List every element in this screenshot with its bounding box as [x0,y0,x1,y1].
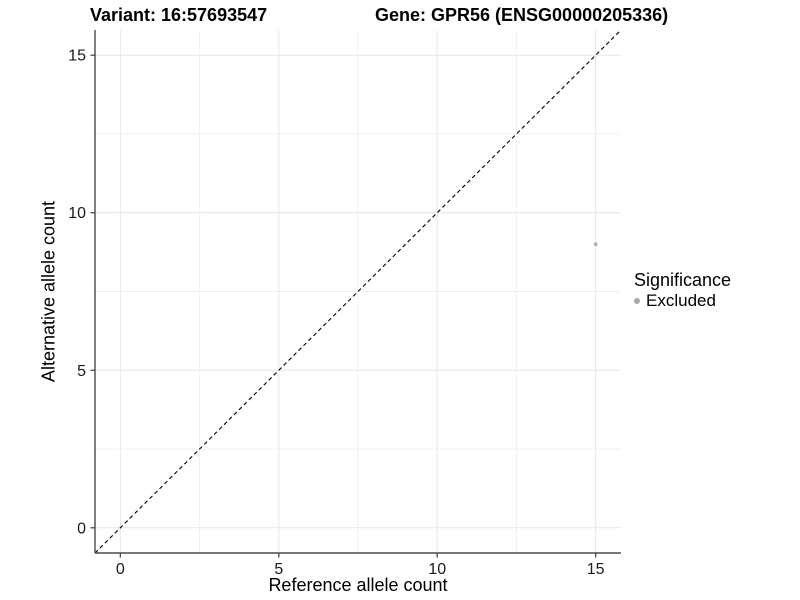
title-gene: Gene: GPR56 (ENSG00000205336) [375,5,669,25]
y-tick-label: 15 [68,48,86,65]
legend-item-label: Excluded [646,291,716,310]
x-axis-title: Reference allele count [268,575,448,595]
x-tick-label: 5 [274,561,283,578]
y-tick-label: 10 [68,205,86,222]
x-tick-label: 15 [587,561,605,578]
y-axis-title: Alternative allele count [38,200,59,383]
y-tick-label: 5 [77,363,86,380]
legend-key-dot [634,298,640,304]
data-point [593,242,598,247]
x-tick-label: 0 [116,561,125,578]
legend: Significance Excluded [634,270,731,310]
identity-line [94,29,622,554]
y-tick-label: 0 [77,520,86,537]
x-tick-label: 10 [428,561,446,578]
legend-item-excluded: Excluded [634,292,731,310]
title-variant: Variant: 16:57693547 [90,5,268,25]
legend-title: Significance [634,270,732,290]
